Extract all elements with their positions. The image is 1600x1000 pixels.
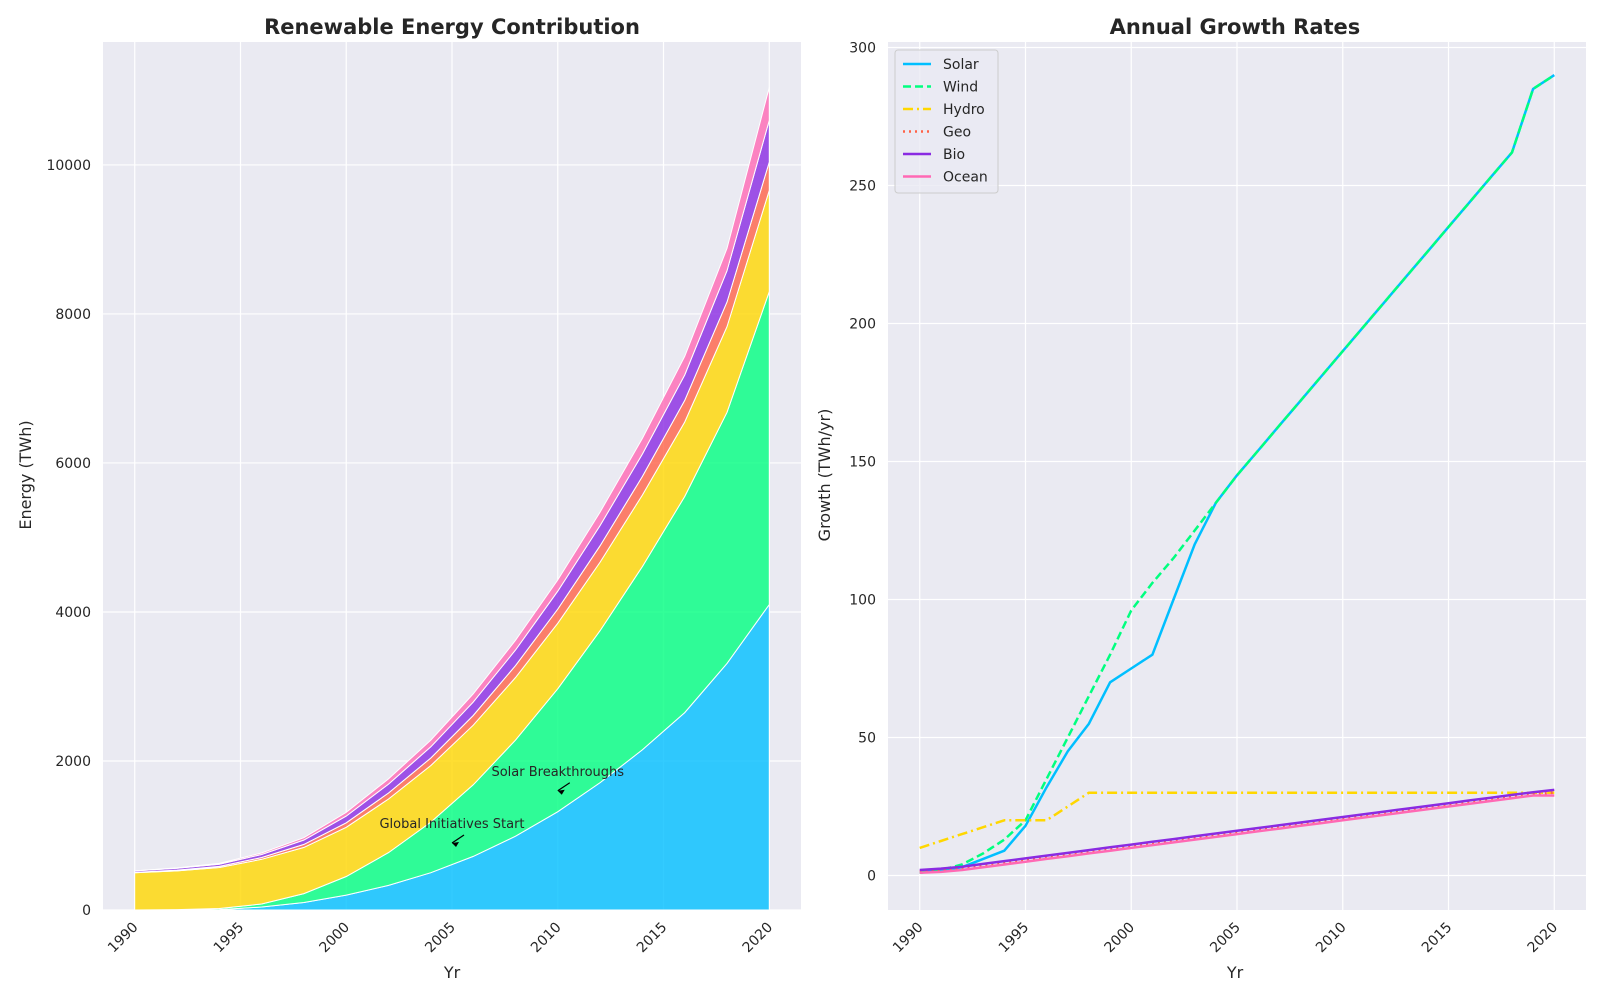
legend-label: Geo	[943, 125, 971, 141]
grid	[888, 42, 1586, 910]
legend-label: Bio	[943, 147, 965, 163]
x-tick-label: 2015	[1419, 920, 1456, 957]
left-chart-title: Renewable Energy Contribution	[264, 15, 640, 39]
left-x-axis-label: Yr	[443, 963, 461, 982]
legend: Solar Wind Hydro Geo Bio Ocean	[894, 49, 999, 194]
annotation-arrow	[451, 834, 465, 844]
annotation-arrowhead	[557, 789, 565, 795]
x-tick-label: 1990	[105, 920, 142, 957]
x-tick-label: 2015	[634, 920, 671, 957]
x-tick-label: 1990	[890, 920, 927, 957]
y-tick-label: 250	[849, 179, 876, 195]
legend-label: Hydro	[943, 102, 985, 118]
left-chart-panel: Renewable Energy Contribution Yr Energy …	[16, 15, 801, 982]
right-chart-panel: Annual Growth Rates Yr Growth (TWh/yr) 1…	[815, 15, 1586, 982]
annotation: Solar Breakthroughs	[491, 765, 624, 795]
y-tick-label: 0	[867, 869, 876, 885]
annotation: Global Initiatives Start	[379, 817, 525, 847]
y-tick-label: 50	[858, 731, 876, 747]
right-x-axis-label: Yr	[1226, 963, 1244, 982]
line-series-ocean	[919, 794, 1555, 874]
annotation-arrowhead	[452, 841, 459, 847]
y-tick-label: 4000	[55, 605, 91, 621]
annotation-label: Solar Breakthroughs	[491, 765, 624, 780]
y-tick-label: 150	[849, 455, 876, 471]
y-tick-label: 200	[849, 317, 876, 333]
x-tick-label: 2010	[528, 920, 565, 957]
x-tick-label: 1995	[996, 920, 1033, 957]
y-tick-label: 10000	[46, 158, 91, 174]
x-tick-label: 2005	[422, 920, 459, 957]
y-tick-label: 0	[82, 903, 91, 919]
x-tick-label: 2000	[317, 920, 354, 957]
line-series-wind	[919, 74, 1555, 874]
left-y-axis-label: Energy (TWh)	[16, 420, 35, 529]
right-chart-title: Annual Growth Rates	[1110, 15, 1361, 39]
y-tick-label: 100	[849, 593, 876, 609]
line-series-group	[919, 74, 1555, 874]
stacked-areas	[134, 87, 770, 911]
line-series-geo	[919, 791, 1555, 873]
y-tick-label: 6000	[55, 456, 91, 472]
y-tick-label: 300	[849, 41, 876, 57]
x-tick-label: 1995	[211, 920, 248, 957]
annotation-label: Global Initiatives Start	[379, 817, 524, 832]
legend-label: Ocean	[943, 170, 988, 186]
right-y-axis-label: Growth (TWh/yr)	[815, 409, 834, 542]
x-tick-label: 2020	[740, 920, 777, 957]
x-tick-label: 2020	[1525, 920, 1562, 957]
x-tick-label: 2010	[1313, 920, 1350, 957]
line-series-hydro	[919, 791, 1555, 850]
x-tick-label: 2000	[1102, 920, 1139, 957]
y-tick-label: 8000	[55, 307, 91, 323]
x-tick-label: 2005	[1207, 920, 1244, 957]
legend-label: Solar	[943, 57, 979, 73]
annotation-arrow	[557, 782, 571, 792]
y-tick-label: 2000	[55, 754, 91, 770]
area-series-ocean	[134, 87, 770, 872]
legend-label: Wind	[943, 80, 978, 96]
line-series-bio	[919, 788, 1555, 872]
